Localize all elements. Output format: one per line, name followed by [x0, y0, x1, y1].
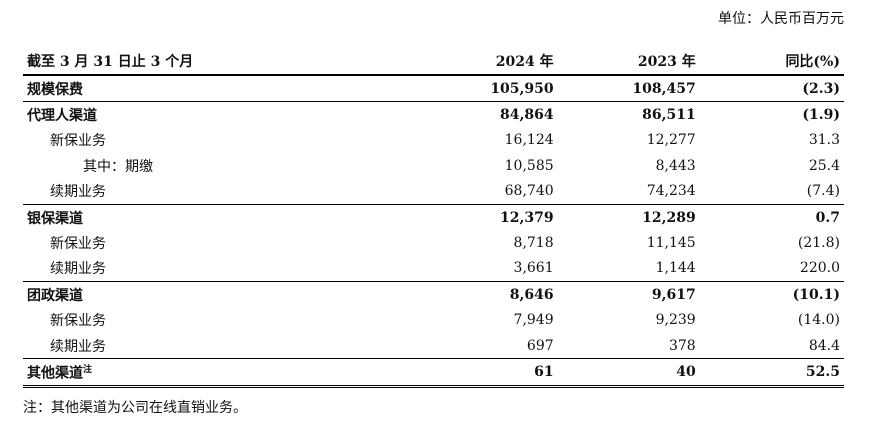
- value-2024: 84,864: [307, 101, 558, 128]
- value-2023: 74,234: [646, 183, 696, 200]
- header-yoy: 同比(%): [699, 47, 844, 76]
- header-period: 截至 3 月 31 日止 3 个月: [23, 47, 308, 76]
- value-yoy: (1.9): [699, 101, 844, 128]
- row-label: 续期业务: [50, 184, 106, 201]
- value-2023: 9,239: [655, 312, 696, 329]
- footnote: 注：其他渠道为公司在线直销业务。: [23, 400, 247, 416]
- table-row: 代理人渠道 84,864 86,511 (1.9): [23, 101, 844, 128]
- value-2024: 16,124: [504, 132, 554, 149]
- value-yoy: 52.5: [699, 358, 844, 388]
- table-row: 新保业务 8,718 11,145 (21.8): [23, 230, 844, 255]
- row-label: 其他渠道注: [23, 358, 308, 388]
- value-2023: 378: [668, 337, 696, 354]
- row-label: 规模保费: [27, 81, 83, 98]
- row-label: 新保业务: [50, 313, 106, 330]
- value-2023: 40: [557, 358, 700, 388]
- value-2024: 10,585: [504, 157, 554, 174]
- value-2024: 8,646: [307, 281, 558, 308]
- unit-label: 单位：人民币百万元: [718, 11, 844, 27]
- value-2024: 3,661: [513, 260, 554, 277]
- footnote-marker: 注: [83, 364, 93, 375]
- row-label: 银保渠道: [23, 203, 308, 231]
- value-2024: 68,740: [504, 183, 554, 200]
- value-2023: 1,144: [655, 260, 696, 277]
- value-2023: 11,145: [646, 235, 696, 252]
- row-label: 续期业务: [50, 261, 106, 278]
- table-row: 其他渠道注 61 40 52.5: [23, 358, 844, 388]
- value-2024: 697: [526, 337, 554, 354]
- row-label: 新保业务: [50, 236, 106, 253]
- value-2023: 12,289: [557, 203, 700, 231]
- value-2023: 108,457: [632, 80, 696, 97]
- value-2024: 12,379: [307, 203, 558, 231]
- row-label: 续期业务: [50, 338, 106, 355]
- table-row: 银保渠道 12,379 12,289 0.7: [23, 203, 844, 231]
- value-yoy: 220.0: [799, 260, 840, 277]
- table-row: 其中：期缴 10,585 8,443 25.4: [23, 153, 844, 178]
- value-yoy: 0.7: [699, 203, 844, 231]
- row-label-text: 其他渠道: [27, 365, 83, 382]
- table-row: 新保业务 7,949 9,239 (14.0): [23, 308, 844, 333]
- value-2024: 7,949: [513, 312, 554, 329]
- premium-table: 截至 3 月 31 日止 3 个月 2024 年 2023 年 同比(%) 规模…: [23, 47, 844, 388]
- value-2023: 12,277: [646, 132, 696, 149]
- row-label: 新保业务: [50, 133, 106, 150]
- value-yoy: (10.1): [699, 281, 844, 308]
- header-2023: 2023 年: [557, 47, 700, 76]
- table-row: 新保业务 16,124 12,277 31.3: [23, 128, 844, 153]
- value-2024: 105,950: [490, 80, 554, 97]
- value-yoy: 31.3: [808, 132, 840, 149]
- table-row: 续期业务 697 378 84.4: [23, 333, 844, 359]
- header-row: 截至 3 月 31 日止 3 个月 2024 年 2023 年 同比(%): [23, 47, 844, 76]
- value-2023: 8,443: [655, 157, 696, 174]
- row-label: 其中：期缴: [83, 158, 153, 175]
- value-2024: 61: [307, 358, 558, 388]
- table-row: 续期业务 68,740 74,234 (7.4): [23, 179, 844, 205]
- table-row: 团政渠道 8,646 9,617 (10.1): [23, 281, 844, 308]
- value-yoy: (14.0): [797, 312, 840, 329]
- value-yoy: (7.4): [806, 183, 840, 200]
- value-yoy: (2.3): [802, 80, 840, 97]
- table-row: 续期业务 3,661 1,144 220.0: [23, 256, 844, 282]
- value-2023: 86,511: [557, 101, 700, 128]
- value-2023: 9,617: [557, 281, 700, 308]
- header-2024: 2024 年: [307, 47, 558, 76]
- value-2024: 8,718: [513, 235, 554, 252]
- row-label: 团政渠道: [23, 281, 308, 308]
- value-yoy: 84.4: [808, 337, 840, 354]
- row-label: 代理人渠道: [23, 101, 308, 128]
- value-yoy: 25.4: [808, 157, 840, 174]
- table-row: 规模保费 105,950 108,457 (2.3): [23, 75, 844, 102]
- value-yoy: (21.8): [797, 235, 840, 252]
